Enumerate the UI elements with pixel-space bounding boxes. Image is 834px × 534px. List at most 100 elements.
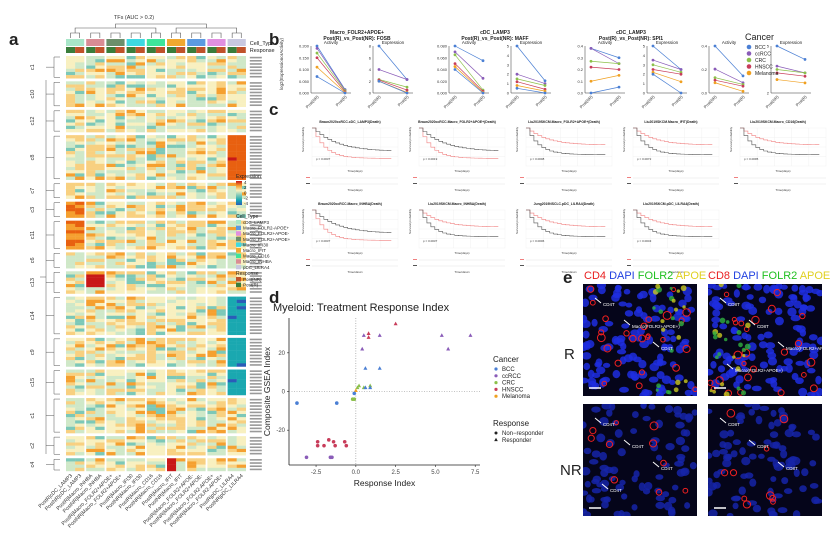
heatmap-cell	[207, 271, 217, 275]
heatmap-cell	[75, 176, 85, 180]
heatmap-cell	[227, 227, 237, 231]
heatmap-cell	[75, 417, 85, 421]
cd-stain	[720, 469, 729, 477]
heatmap-cell	[95, 125, 105, 130]
nucleus	[711, 316, 721, 323]
heatmap-cell	[135, 195, 145, 199]
heatmap-cell	[115, 280, 125, 285]
heatmap-cell	[86, 141, 96, 145]
heatmap-cell	[75, 296, 85, 300]
data-point	[377, 79, 381, 83]
heatmap-cell	[155, 328, 166, 332]
strata-marker	[520, 265, 524, 266]
heatmap-cell	[75, 302, 85, 307]
nucleus	[770, 476, 777, 482]
heatmap-cell	[227, 90, 237, 95]
heatmap-cell	[216, 113, 226, 117]
heatmap-cell	[135, 452, 145, 456]
data-point-nonresponder	[342, 439, 347, 444]
legend-swatch	[236, 220, 241, 225]
heatmap-cell	[155, 312, 166, 316]
heatmap-cell	[115, 391, 125, 396]
legend-marker	[494, 374, 498, 378]
y-tick-label: 0.040	[437, 67, 448, 72]
heatmap-cell	[167, 204, 177, 209]
heatmap-cell	[115, 442, 125, 446]
heatmap-cell	[86, 230, 96, 234]
cd-stain	[660, 336, 666, 343]
nucleus	[809, 343, 817, 349]
heatmap-cell	[66, 84, 76, 88]
heatmap-cell	[236, 59, 246, 63]
data-point	[651, 68, 655, 71]
heatmap-cell	[176, 369, 186, 373]
heatmap-cell	[155, 151, 166, 155]
heatmap-cell	[176, 230, 186, 234]
y-tick-label: 3	[507, 62, 510, 67]
heatmap-cell	[135, 116, 145, 120]
heatmap-cell	[126, 296, 136, 300]
heatmap-cell	[196, 464, 206, 469]
nucleus	[687, 381, 695, 390]
gene-label	[249, 155, 262, 157]
heatmap-cell	[155, 302, 166, 307]
heatmap-cell	[126, 239, 136, 244]
heatmap-cell	[86, 214, 96, 218]
nucleus	[708, 452, 713, 459]
heatmap-cell	[207, 277, 217, 282]
heatmap-cell	[106, 176, 116, 180]
gene-label	[249, 63, 262, 65]
heatmap-cell	[106, 423, 116, 427]
heatmap-cell	[167, 236, 177, 240]
gene-label	[249, 440, 262, 442]
heatmap-cell	[75, 356, 85, 361]
nucleus	[670, 335, 677, 343]
subplot-title: Activity	[722, 40, 737, 45]
heatmap-cell	[176, 81, 186, 85]
heatmap-cell	[207, 125, 217, 130]
gene-label	[249, 227, 262, 230]
nucleus	[749, 478, 757, 487]
heatmap-cell	[135, 109, 145, 114]
data-point	[515, 80, 519, 84]
heatmap-cell	[95, 328, 105, 332]
y-tick-label: 2	[369, 79, 372, 84]
legend-marker	[494, 387, 498, 391]
heatmap-cell	[155, 445, 166, 450]
heatmap-cell	[135, 113, 145, 117]
heatmap-cell	[146, 81, 157, 85]
heatmap-cell	[135, 296, 145, 300]
heatmap-cell	[95, 337, 105, 342]
heatmap-cell	[187, 116, 197, 120]
heatmap-cell	[207, 214, 217, 218]
heatmap-cell	[227, 302, 237, 307]
heatmap-cell	[126, 309, 136, 313]
heatmap-cell	[227, 81, 237, 85]
heatmap-cell	[227, 195, 237, 199]
heatmap-cell	[167, 369, 177, 373]
heatmap-cell	[227, 182, 237, 187]
heatmap-cell	[66, 458, 76, 462]
heatmap-cell	[106, 296, 116, 300]
heatmap-cell	[187, 452, 197, 456]
heatmap-cell	[115, 439, 125, 443]
heatmap-cell	[227, 167, 237, 171]
heatmap-cell	[95, 103, 105, 108]
heatmap-cell	[115, 147, 125, 152]
heatmap-cell	[216, 167, 226, 171]
heatmap-cell	[227, 423, 237, 427]
heatmap-cell	[86, 138, 96, 142]
heatmap-cell	[66, 81, 76, 85]
heatmap-cell	[75, 398, 85, 402]
dendrogram-branch	[46, 183, 60, 198]
data-point	[775, 71, 779, 75]
heatmap-cell	[66, 90, 76, 95]
km-curve-high	[633, 127, 713, 146]
heatmap-cell	[196, 382, 206, 386]
heatmap-cell	[155, 401, 166, 405]
heatmap-cell	[187, 356, 197, 361]
stain-label: APOE	[799, 270, 831, 282]
y-tick-label: 4	[643, 53, 646, 58]
apoe-folr2-stain	[655, 388, 659, 392]
nucleus	[669, 361, 677, 368]
